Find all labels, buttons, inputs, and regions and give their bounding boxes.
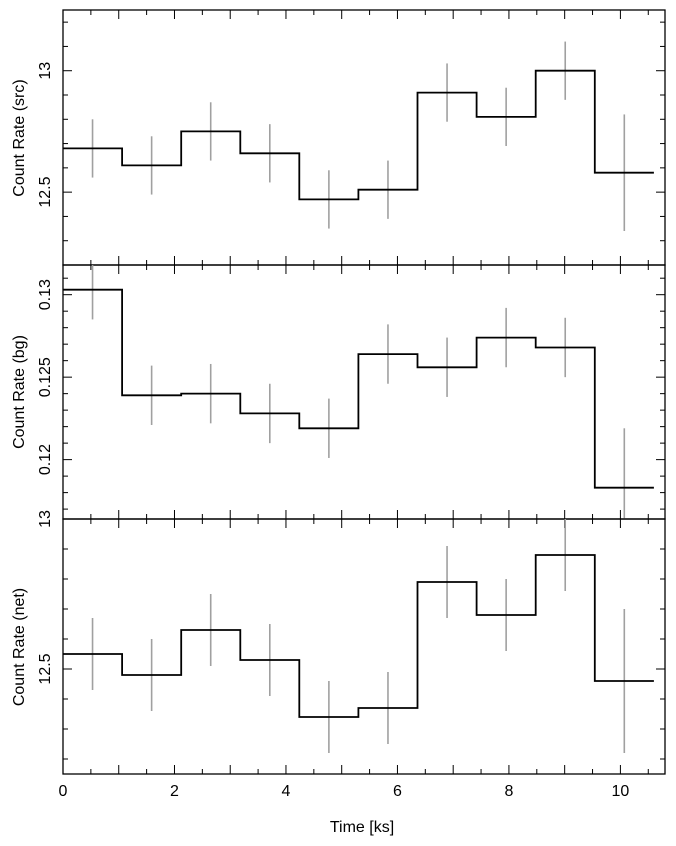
plot-frame-net bbox=[62, 518, 666, 775]
y-axis-label-bg: Count Rate (bg) bbox=[11, 335, 28, 449]
x-tick-label: 10 bbox=[612, 783, 630, 800]
y-tick-label-net: 13 bbox=[37, 510, 54, 528]
x-tick-label: 8 bbox=[504, 783, 513, 800]
x-tick-label: 4 bbox=[282, 783, 291, 800]
panel-src: 12.5 13 bbox=[37, 9, 666, 266]
step-line-net bbox=[63, 554, 654, 718]
y-tick-label-bg: 0.13 bbox=[37, 279, 54, 310]
plot-frame-src bbox=[62, 9, 666, 266]
y-tick-label-bg: 0.12 bbox=[37, 444, 54, 475]
x-tick-label: 0 bbox=[59, 783, 68, 800]
y-tick-label-src: 12.5 bbox=[37, 176, 54, 207]
y-axis-label-net: Count Rate (net) bbox=[11, 588, 28, 706]
y-axis-label-src: Count Rate (src) bbox=[11, 79, 28, 196]
step-line-bg bbox=[63, 288, 654, 489]
x-tick-label: 2 bbox=[170, 783, 179, 800]
x-tick-label: 6 bbox=[393, 783, 402, 800]
plot-frame-bg bbox=[62, 264, 666, 520]
panel-net: 12.5 13 0 2 4 6 8 10 bbox=[37, 510, 666, 800]
y-tick-label-net: 12.5 bbox=[37, 653, 54, 684]
panel-bg: 0.12 0.125 0.13 bbox=[37, 264, 666, 520]
y-tick-label-bg: 0.125 bbox=[37, 357, 54, 397]
x-axis-label: Time [ks] bbox=[330, 819, 394, 836]
y-tick-label-src: 13 bbox=[37, 62, 54, 80]
step-line-src bbox=[63, 69, 654, 201]
